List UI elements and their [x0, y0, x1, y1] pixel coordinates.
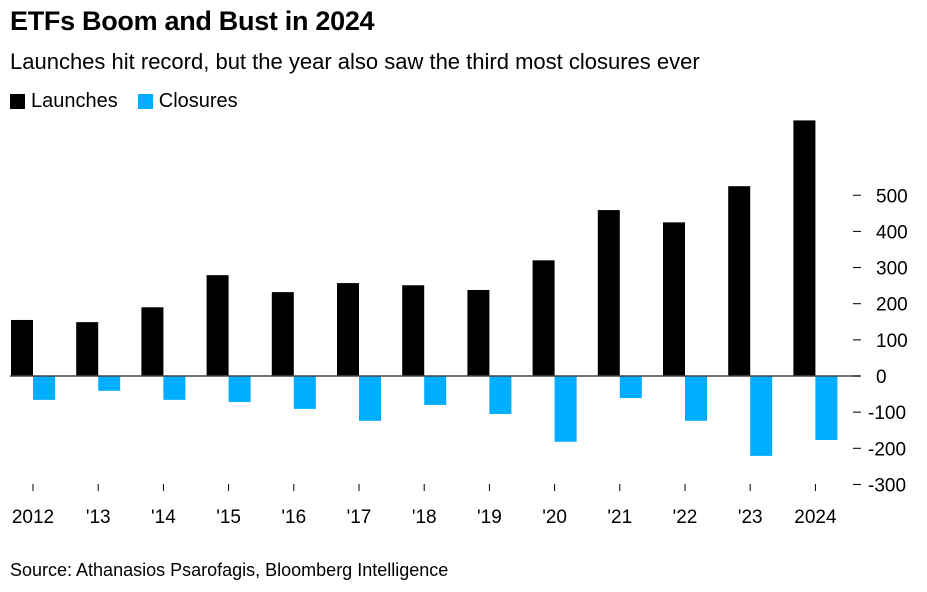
legend-item-launches: Launches — [10, 90, 118, 113]
y-tick-label: -100 — [868, 403, 906, 424]
bar-closures — [489, 376, 512, 414]
bar-launches — [271, 292, 294, 376]
y-tick-label: 200 — [876, 295, 908, 316]
x-tick-label: '16 — [281, 507, 306, 528]
bar-closures — [750, 376, 773, 456]
bar-closures — [619, 376, 642, 399]
x-tick-label: 2024 — [794, 507, 837, 528]
legend-swatch-launches — [10, 94, 25, 109]
x-tick-label: '19 — [477, 507, 502, 528]
bar-launches — [76, 322, 99, 376]
bar-launches — [532, 260, 555, 376]
bar-closures — [424, 376, 447, 405]
x-tick-label: '18 — [412, 507, 437, 528]
chart-title: ETFs Boom and Bust in 2024 — [10, 6, 375, 36]
x-tick-label: '20 — [542, 507, 567, 528]
y-tick-label: -200 — [868, 439, 906, 460]
x-tick-label: '13 — [86, 507, 111, 528]
x-tick-label: '23 — [738, 507, 763, 528]
bar-launches — [141, 307, 164, 376]
bar-closures — [293, 376, 316, 409]
bar-closures — [685, 376, 707, 421]
bar-launches — [206, 275, 229, 376]
legend: Launches Closures — [10, 90, 258, 113]
bar-closures — [554, 376, 577, 442]
x-tick-label: '14 — [151, 507, 176, 528]
legend-label-closures: Closures — [158, 90, 238, 112]
bar-launches — [11, 319, 33, 376]
y-tick-label: 400 — [876, 222, 908, 243]
chart-subtitle: Launches hit record, but the year also s… — [10, 49, 700, 74]
y-tick-label: 0 — [876, 367, 887, 388]
bar-launches — [337, 283, 359, 376]
y-tick-label: -300 — [868, 475, 906, 496]
bar-closures — [33, 376, 55, 400]
x-tick-label: '22 — [673, 507, 698, 528]
bar-closures — [815, 376, 838, 440]
bar-closures — [98, 376, 121, 391]
y-tick-label: 100 — [876, 331, 908, 352]
y-tick-label: 500 — [876, 186, 908, 207]
x-tick-label: '15 — [216, 507, 241, 528]
bar-closures — [228, 376, 251, 403]
source-note: Source: Athanasios Psarofagis, Bloomberg… — [10, 560, 449, 580]
bar-launches — [728, 186, 751, 376]
bar-launches — [663, 222, 685, 376]
bar-launches — [793, 120, 816, 377]
bar-closures — [163, 376, 186, 400]
x-tick-label: '21 — [607, 507, 632, 528]
x-tick-label: '17 — [347, 507, 372, 528]
legend-item-closures: Closures — [137, 90, 238, 113]
legend-label-launches: Launches — [31, 90, 118, 112]
bar-closures — [359, 376, 381, 421]
bar-launches — [467, 289, 490, 376]
y-tick-label: 300 — [876, 259, 908, 280]
legend-swatch-closures — [137, 94, 153, 109]
bar-launches — [402, 285, 425, 376]
x-tick-label: 2012 — [12, 507, 54, 528]
bar-launches — [597, 210, 620, 376]
